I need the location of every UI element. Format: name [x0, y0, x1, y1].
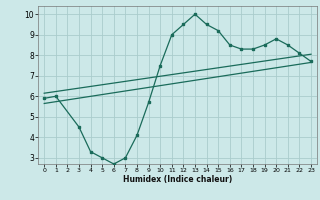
X-axis label: Humidex (Indice chaleur): Humidex (Indice chaleur): [123, 175, 232, 184]
